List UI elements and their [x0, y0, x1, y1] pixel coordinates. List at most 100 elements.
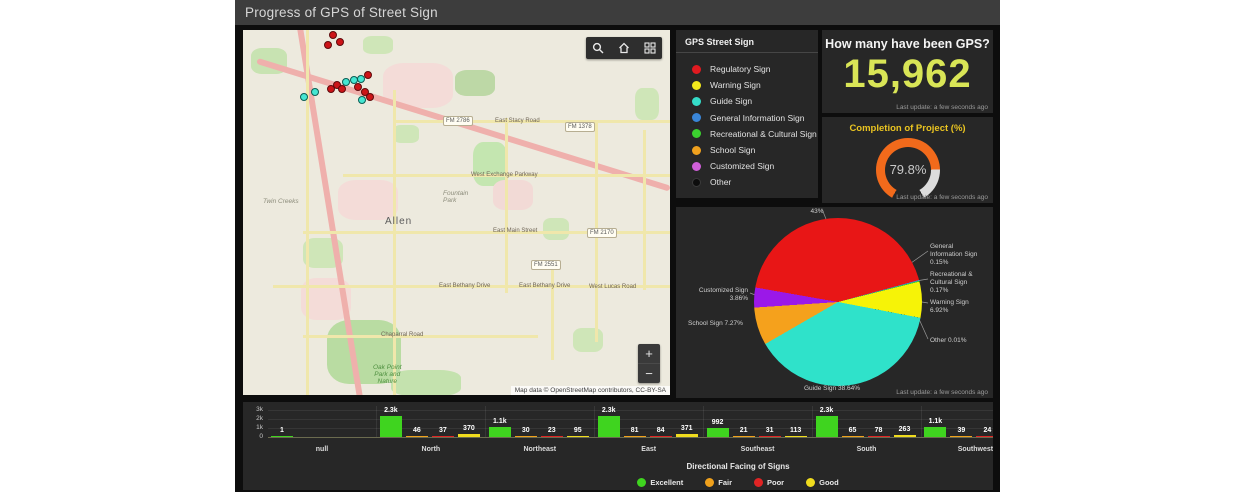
basemap-gallery-icon[interactable]: [642, 40, 658, 56]
gauge-title: Completion of Project (%): [849, 123, 966, 134]
bar[interactable]: [514, 435, 537, 437]
map-sign-point[interactable]: [354, 83, 362, 91]
map-area-patch: [363, 36, 393, 54]
bar-legend-item: Fair: [705, 478, 732, 487]
legend-item-label: Recreational & Cultural Sign: [710, 128, 817, 139]
gauge-panel: Completion of Project (%) 79.8% Last upd…: [822, 117, 993, 203]
map-sign-point[interactable]: [364, 71, 372, 79]
legend-swatch: [692, 145, 701, 155]
map-sign-point[interactable]: [342, 78, 350, 86]
map-sign-point[interactable]: [358, 96, 366, 104]
x-axis-category-label: Southeast: [740, 446, 775, 453]
bar-chart[interactable]: 3k 2k 1k 0 1 null 2.3k 46 37 370 North 1.1k 30 23 95 N…: [243, 402, 993, 490]
bar[interactable]: [623, 435, 646, 437]
bar[interactable]: [457, 433, 480, 437]
place-label: Allen: [385, 216, 413, 227]
zoom-out-button[interactable]: −: [638, 363, 660, 383]
y-axis-tick-label: 1k: [256, 424, 263, 431]
bar[interactable]: [379, 416, 402, 437]
bar-value-label: 65: [848, 426, 857, 434]
y-axis-tick-label: 3k: [256, 406, 263, 413]
bar-value-label: 81: [630, 426, 639, 434]
bar[interactable]: [566, 435, 589, 437]
bar[interactable]: [271, 435, 293, 437]
pie-chart[interactable]: [754, 218, 922, 386]
map-area-patch: [393, 125, 419, 143]
bar-value-label: 39: [957, 426, 966, 434]
bar[interactable]: [488, 427, 511, 437]
map-sign-point[interactable]: [324, 41, 332, 49]
bar-slot: 113: [784, 402, 808, 437]
minor-road: [393, 90, 396, 395]
bar-legend-label: Fair: [718, 478, 733, 487]
bar-legend-swatch: [754, 478, 764, 487]
minor-road: [551, 260, 554, 360]
bar[interactable]: [784, 435, 807, 437]
road-label: West Lucas Road: [589, 284, 637, 290]
legend-item-label: Warning Sign: [710, 80, 761, 91]
bar[interactable]: [976, 435, 993, 437]
legend-item-label: Regulatory Sign: [710, 64, 771, 75]
map-sign-point[interactable]: [357, 75, 365, 83]
road-shield-label: FM 2551: [531, 260, 561, 270]
bar-value-label: 263: [898, 425, 911, 433]
legend-item-label: General Information Sign: [710, 112, 805, 123]
legend-item: Other: [676, 174, 818, 190]
bar-value-label: 31: [765, 426, 774, 434]
bar-slot: 370: [457, 402, 481, 437]
search-icon[interactable]: [590, 40, 606, 56]
bar-group: 2.3k 46 37 370: [379, 402, 481, 437]
map-sign-point[interactable]: [329, 31, 337, 39]
home-icon[interactable]: [616, 40, 632, 56]
bar[interactable]: [815, 416, 838, 437]
bar[interactable]: [758, 435, 781, 437]
map-area-patch: [493, 180, 533, 210]
road-label: East Main Street: [493, 228, 538, 234]
pie-slice-label: Recreational & Cultural Sign 0.17%: [930, 271, 973, 294]
bar[interactable]: [867, 435, 890, 437]
map-sign-point[interactable]: [361, 88, 369, 96]
gridline: [703, 406, 705, 437]
bar-value-label: 371: [680, 424, 693, 432]
bar[interactable]: [706, 428, 729, 437]
pie-slice-label: Other 0.01%: [930, 337, 967, 344]
bar[interactable]: [950, 435, 973, 437]
gauge-value: 79.8%: [889, 162, 927, 177]
map-area-patch: [473, 142, 507, 186]
legend-item: Warning Sign: [676, 77, 818, 93]
bar[interactable]: [675, 433, 698, 437]
gridline: [268, 410, 993, 411]
bar[interactable]: [732, 435, 755, 437]
legend-item: School Sign: [676, 142, 818, 158]
bar[interactable]: [649, 435, 672, 437]
x-axis-category-label: North: [421, 446, 441, 453]
bar-slot: [322, 402, 346, 437]
bar[interactable]: [405, 435, 428, 437]
bar-value-label: 78: [874, 426, 883, 434]
map-sign-point[interactable]: [366, 93, 374, 101]
bar[interactable]: [841, 435, 864, 437]
bar-slot: 78: [867, 402, 891, 437]
bar[interactable]: [597, 416, 620, 437]
bar[interactable]: [431, 435, 454, 437]
map-panel[interactable]: FM 2786 FM 1378 FM 2170 FM 2551 East Stacy R…: [243, 30, 670, 395]
road-shield-label: FM 1378: [565, 122, 595, 132]
bar[interactable]: [540, 435, 563, 437]
bar[interactable]: [924, 427, 947, 437]
bar[interactable]: [893, 434, 916, 437]
map-sign-point[interactable]: [338, 85, 346, 93]
map-sign-point[interactable]: [300, 93, 308, 101]
map-sign-point[interactable]: [327, 85, 335, 93]
zoom-in-button[interactable]: +: [645, 346, 653, 361]
bar-legend-swatch: [637, 478, 647, 487]
map-toolbar: [586, 37, 662, 59]
minor-road: [303, 335, 538, 338]
bar-slot: 992: [706, 402, 730, 437]
minor-road: [273, 285, 670, 288]
map-sign-point[interactable]: [336, 38, 344, 46]
map-sign-point[interactable]: [311, 88, 319, 96]
map-area-patch: [338, 180, 398, 220]
minor-road: [306, 30, 309, 395]
bar-legend-label: Excellent: [650, 478, 684, 487]
pie-slice-label: General Information Sign 0.15%: [930, 243, 978, 266]
